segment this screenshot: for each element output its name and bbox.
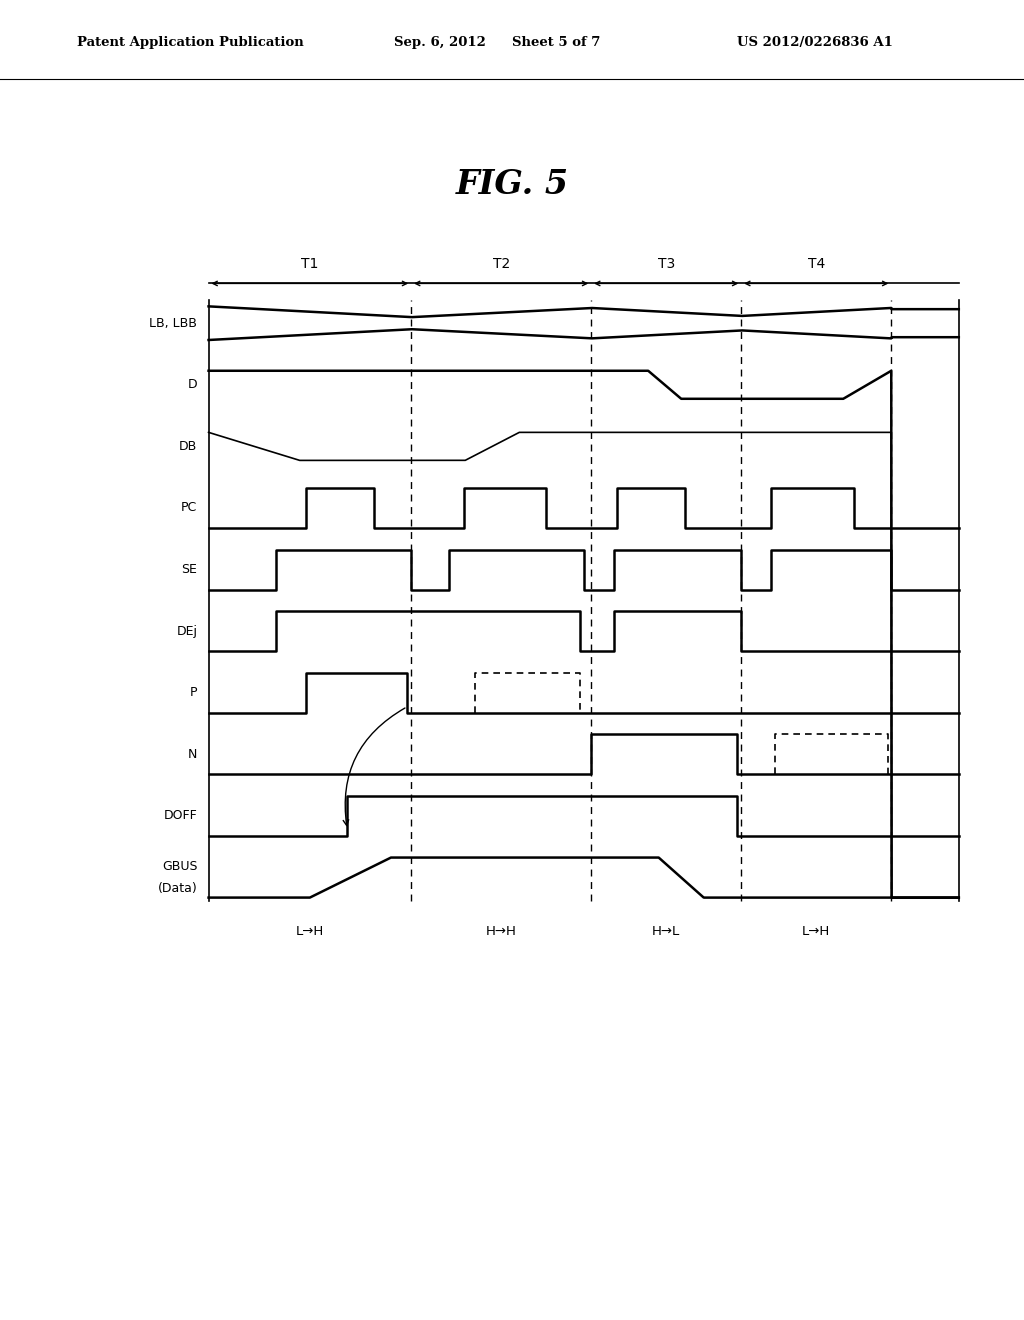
Text: H→H: H→H bbox=[485, 925, 516, 939]
Text: P: P bbox=[189, 686, 198, 700]
Text: DOFF: DOFF bbox=[164, 809, 198, 822]
Text: T2: T2 bbox=[493, 256, 510, 271]
Text: T1: T1 bbox=[301, 256, 318, 271]
Text: T4: T4 bbox=[808, 256, 825, 271]
Text: T3: T3 bbox=[657, 256, 675, 271]
Text: L→H: L→H bbox=[296, 925, 324, 939]
Text: LB, LBB: LB, LBB bbox=[150, 317, 198, 330]
Text: N: N bbox=[188, 748, 198, 760]
Text: DB: DB bbox=[179, 440, 198, 453]
Text: H→L: H→L bbox=[652, 925, 680, 939]
Text: SE: SE bbox=[181, 564, 198, 576]
Text: L→H: L→H bbox=[802, 925, 830, 939]
Text: GBUS: GBUS bbox=[162, 861, 198, 873]
Text: (Data): (Data) bbox=[158, 882, 198, 895]
Text: FIG. 5: FIG. 5 bbox=[456, 169, 568, 202]
Text: PC: PC bbox=[181, 502, 198, 515]
Text: D: D bbox=[187, 379, 198, 391]
Text: Sep. 6, 2012: Sep. 6, 2012 bbox=[394, 37, 486, 49]
Text: US 2012/0226836 A1: US 2012/0226836 A1 bbox=[737, 37, 893, 49]
Text: DEj: DEj bbox=[176, 624, 198, 638]
Text: Sheet 5 of 7: Sheet 5 of 7 bbox=[512, 37, 600, 49]
Text: Patent Application Publication: Patent Application Publication bbox=[77, 37, 303, 49]
